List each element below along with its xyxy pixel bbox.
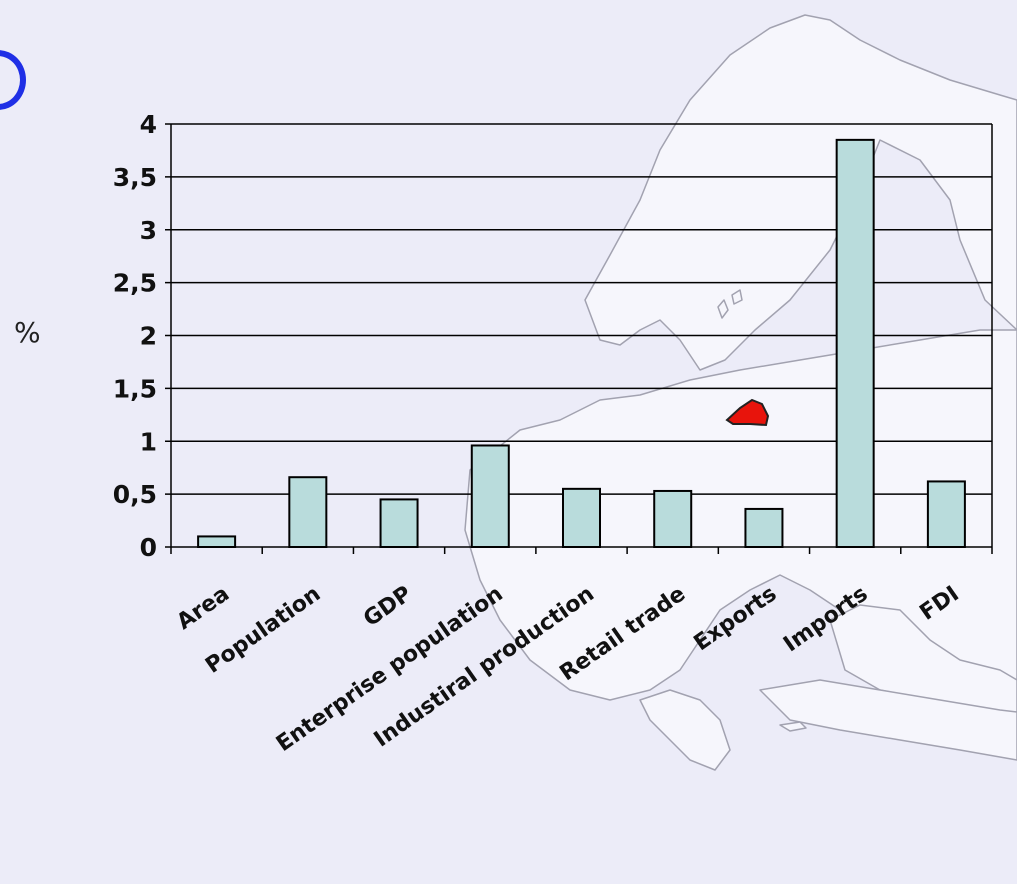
- bar: [470, 444, 510, 549]
- bar: [197, 535, 237, 548]
- bar: [835, 138, 875, 549]
- bar: [288, 476, 328, 548]
- x-category-label: Area: [172, 581, 234, 635]
- bar: [744, 507, 784, 548]
- x-category-label: Exports: [690, 581, 782, 656]
- x-category-label: Imports: [779, 581, 872, 657]
- x-category-label: FDI: [916, 581, 964, 625]
- bar: [653, 489, 693, 549]
- y-tick-label: 1: [140, 427, 157, 456]
- y-axis-label: %: [14, 316, 41, 349]
- y-tick-label: 0: [140, 533, 157, 562]
- y-tick-label: 4: [140, 110, 157, 139]
- highlighted-region-icon: [725, 398, 770, 427]
- bar: [562, 487, 601, 548]
- y-tick-label: 2: [140, 322, 157, 351]
- bar: [926, 480, 966, 548]
- y-tick-label: 3,5: [113, 163, 157, 192]
- y-tick-label: 0,5: [113, 480, 157, 509]
- x-category-label: GDP: [359, 581, 416, 632]
- y-tick-label: 1,5: [113, 374, 157, 403]
- y-tick-label: 2,5: [113, 269, 157, 298]
- bar: [379, 498, 419, 549]
- y-tick-label: 3: [140, 216, 157, 245]
